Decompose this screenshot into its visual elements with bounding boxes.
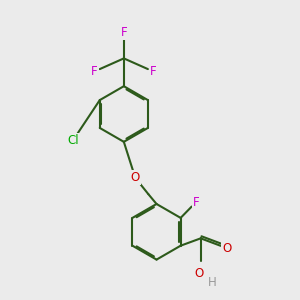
Text: O: O bbox=[194, 267, 204, 280]
Text: O: O bbox=[222, 242, 232, 255]
Text: O: O bbox=[131, 171, 140, 184]
Text: H: H bbox=[208, 276, 217, 289]
Text: F: F bbox=[150, 65, 157, 78]
Text: Cl: Cl bbox=[67, 134, 79, 147]
Text: F: F bbox=[121, 26, 127, 39]
Text: F: F bbox=[91, 65, 98, 78]
Text: F: F bbox=[193, 196, 199, 209]
